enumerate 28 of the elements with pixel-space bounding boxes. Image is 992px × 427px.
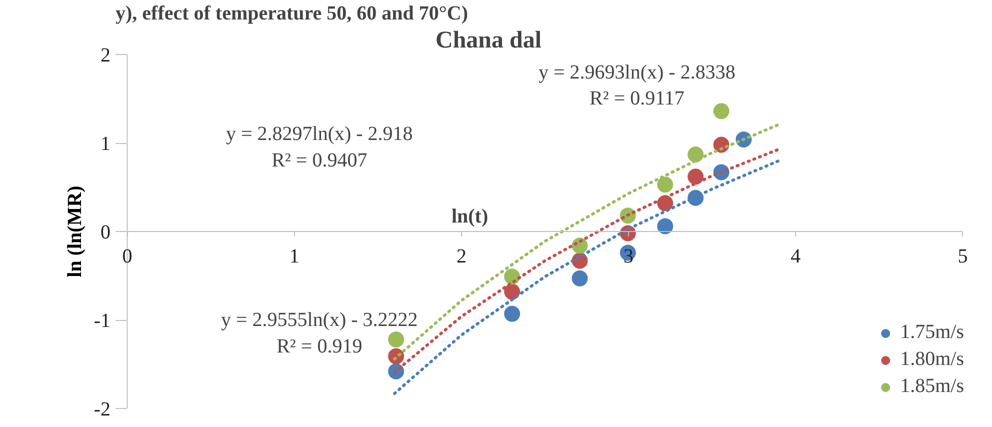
point xyxy=(504,306,520,322)
y-tick-label: 2 xyxy=(100,44,110,66)
annotation: y = 2.9555ln(x) - 3.2222 R² = 0.919 xyxy=(220,309,418,358)
y-tick-label: -1 xyxy=(94,310,111,332)
point xyxy=(657,176,674,193)
y-tick-label: 0 xyxy=(100,222,110,244)
x-axis-title: ln(t) xyxy=(451,206,488,228)
legend-label: 1.85m/s xyxy=(900,375,964,398)
x-tick-label: 0 xyxy=(122,246,132,268)
x-tick-label: 1 xyxy=(289,246,300,268)
annotation: y = 2.8297ln(x) - 2.918 R² = 0.9407 xyxy=(226,123,413,172)
y-axis-title: ln (ln(MR) xyxy=(64,186,86,278)
point xyxy=(572,270,588,286)
legend-label: 1.80m/s xyxy=(900,348,964,371)
text: y), effect of temperature 50, 60 and 70°C) xyxy=(116,2,468,24)
x-tick-label: 2 xyxy=(456,246,466,268)
x-tick-label: 5 xyxy=(958,246,968,268)
point xyxy=(657,218,674,234)
annotation: y = 2.9693ln(x) - 2.8338 R² = 0.9117 xyxy=(538,61,736,110)
y-tick-label: -2 xyxy=(94,398,111,420)
y-tick-label: 1 xyxy=(100,133,110,155)
legend-label: 1.75m/s xyxy=(900,321,964,344)
x-tick-label: 4 xyxy=(790,246,801,268)
chart-title: Chana dal xyxy=(436,28,542,54)
point xyxy=(713,103,730,120)
point xyxy=(688,146,704,162)
point xyxy=(388,331,404,348)
point xyxy=(688,168,704,185)
